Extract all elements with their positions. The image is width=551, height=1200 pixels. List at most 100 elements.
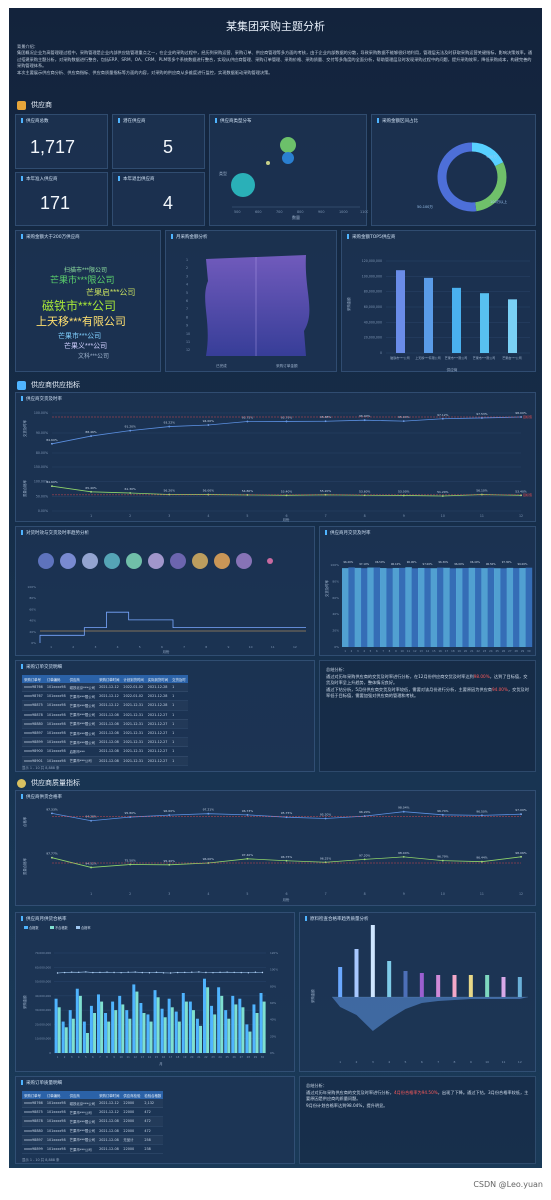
- pass-xtick: 5: [246, 892, 248, 896]
- ontime-xtick: 2: [129, 514, 131, 518]
- table-row[interactable]: xxxx98897 101xxxx98 芒果市***限公司 2021-12-08 202…: [22, 728, 188, 739]
- mot-bar: [361, 568, 368, 647]
- mot-xtick: 17: [445, 649, 449, 653]
- mpass-legend-swatch: [76, 926, 80, 929]
- ontime-label2: 55.20%: [320, 489, 332, 493]
- defect-xtick: 7: [183, 645, 185, 649]
- dana-bar: [468, 975, 473, 997]
- pass-label: 96.20%: [359, 810, 371, 814]
- donut-slice-0: [471, 142, 504, 167]
- funnel-ytick: 10: [186, 332, 190, 336]
- mot-label: 97.10%: [359, 562, 369, 566]
- table-header[interactable]: 检验合格数: [142, 1091, 164, 1099]
- mot-bar: [449, 568, 457, 647]
- table-cell: 258: [142, 1135, 164, 1145]
- table-header[interactable]: 采购订单号: [22, 675, 45, 683]
- table-header[interactable]: 采购订单时间: [97, 1091, 122, 1099]
- mpass-ytick-left: 10,000,000: [35, 1037, 51, 1041]
- pass-label2: 96.25%: [320, 856, 332, 860]
- mot-ytick: 20%: [332, 629, 339, 633]
- table-cell: 101xxxx98: [44, 700, 68, 711]
- background-text: 背景介绍： 集团概况企业为高管理理过程中，采购管理是企业内部供应链管理重点之一，…: [17, 44, 533, 75]
- table-row[interactable]: xxxx98897 101xxxx98 芒果市***限公司 2021-12-08 无品计…: [22, 1135, 164, 1145]
- ontime-xtick: 11: [480, 514, 484, 518]
- mot-bar: [392, 567, 400, 647]
- mpass-ytick-right: 20%: [270, 1034, 277, 1038]
- table-row[interactable]: xxxx98880 101xxxx98 芒果市***限公司 2021-12-08 202…: [22, 719, 188, 729]
- top5-bar: [452, 287, 461, 353]
- mpass-bar2: [170, 1007, 174, 1053]
- table-cell: 1: [170, 700, 188, 711]
- table-row[interactable]: xxxx98766 101xxxx98 磁铁北京***公司 2021-12-12 220…: [22, 1099, 164, 1109]
- table-row[interactable]: xxxx98875 101xxxx98 芒果市***公司 2021-12-12 2200…: [22, 1107, 164, 1118]
- mpass-bar: [97, 994, 100, 1053]
- table-cell: xxxx98880: [22, 719, 45, 729]
- mot-bar: [399, 567, 406, 647]
- table-row[interactable]: xxxx98767 101xxxx98 芒果市***限公司 2021-12-12 202…: [22, 691, 188, 702]
- table-header[interactable]: 计划到货时间: [121, 675, 146, 683]
- mpass-bar: [54, 998, 58, 1053]
- table-header[interactable]: 供应商: [67, 675, 98, 683]
- defect-bubble: [148, 553, 164, 569]
- mpass-xtick: 13: [141, 1055, 145, 1059]
- table-header[interactable]: 实际到货时间: [145, 675, 171, 683]
- analysis2-text: 总结分析： 通过对历年采购供应商的交货及时率进行分析，4月份合格率为94.50%…: [306, 1083, 529, 1108]
- dana-xtick: 11: [502, 1060, 506, 1064]
- ontime-label2: 54.80%: [242, 489, 254, 493]
- defect-xtick: 11: [271, 645, 275, 649]
- word-2: 芒果市***限公司: [50, 275, 115, 285]
- table-cell: 2021-12-08: [97, 728, 122, 739]
- mpass-bar: [245, 1024, 249, 1053]
- table-row[interactable]: xxxx98901 101xxxx98 芒果市***公司 2021-12-08 2021…: [22, 756, 188, 766]
- table-row[interactable]: xxxx98875 101xxxx98 芒果市***限公司 2021-12-12 202…: [22, 700, 188, 711]
- table-cell: 22000: [121, 1099, 143, 1109]
- table-header[interactable]: 采购订单号: [22, 1091, 45, 1099]
- ontime-ytick2: 150.00%: [34, 465, 48, 469]
- table-cell: 101xxxx98: [44, 683, 68, 693]
- table-header[interactable]: 采购订单时间: [97, 675, 122, 683]
- table-header[interactable]: 供应商: [67, 1091, 98, 1099]
- mpass-bar: [75, 988, 79, 1053]
- dana-bar: [452, 975, 457, 997]
- table-header[interactable]: 供应商检验: [121, 1091, 143, 1099]
- table-cell: 1: [170, 719, 188, 729]
- table-row[interactable]: xxxx98899 101xxxx98 芒果市***公司 2021-12-08 2200…: [22, 1144, 164, 1155]
- mot-bar: [348, 567, 355, 647]
- table-cell: 2021-12-08: [97, 746, 122, 757]
- table-cell: xxxx98899: [22, 737, 45, 748]
- ontime-bottom-ylabel: 质量合格率: [22, 479, 27, 497]
- top5-ytick: 120,000,000: [362, 259, 382, 263]
- defect-ytick: 20%: [29, 630, 36, 634]
- table-cell: 1: [170, 728, 188, 739]
- ontime-label2: 53.40%: [515, 489, 527, 493]
- table-row[interactable]: xxxx98899 101xxxx98 芒果市***限公司 2021-12-08 202…: [22, 737, 188, 748]
- pass-chart: 97.33%94.28%95.80% 96.60% 97.21% 96.73%95.7…: [22, 806, 527, 902]
- pass-label: 97.33%: [46, 807, 58, 811]
- table-row[interactable]: xxxx98878 101xxxx98 芒果市***限公司 2021-12-08 220…: [22, 1116, 164, 1127]
- mpass-ytick-left: 60,000,000: [35, 965, 51, 969]
- mpass-bar: [217, 987, 221, 1053]
- mot-xtick: 16: [439, 649, 443, 653]
- pass-label2: 97.77%: [46, 852, 58, 856]
- top5-bar: [396, 270, 405, 353]
- mot-xtick: 2: [351, 649, 353, 653]
- bubble-4: [266, 161, 270, 165]
- mot-bar: [411, 568, 419, 647]
- top5-cat: 磁铁市***公司: [390, 355, 410, 360]
- table-row[interactable]: xxxx98766 101xxxx98 磁铁北京***公司 2021-12-12 202…: [22, 683, 188, 693]
- table-header[interactable]: 订单编码: [44, 675, 68, 683]
- analysis1-panel: 总结分析： 通过对历年采购供应商的交货及时率进行分析，在12月份供应商交货及时率…: [319, 660, 536, 772]
- table-row[interactable]: xxxx98878 101xxxx98 芒果市***限公司 2021-12-08 202…: [22, 710, 188, 720]
- mpass-bar: [132, 984, 136, 1053]
- table-header[interactable]: 交货及时: [170, 675, 188, 683]
- pass-bottom-ylabel: 质量合格率: [22, 857, 27, 875]
- table-cell: 1: [170, 691, 188, 702]
- mpass-xtick: 25: [225, 1055, 229, 1059]
- table-header[interactable]: 订单编码: [44, 1091, 68, 1099]
- metrics-icon: [17, 380, 26, 390]
- pass-xtick: 1: [90, 892, 92, 896]
- mpass-bar: [153, 990, 157, 1053]
- mpass-legend-label: 不合格数: [55, 925, 69, 930]
- table-row[interactable]: xxxx98880 101xxxx98 芒果市***限公司 2021-12-08 220…: [22, 1126, 164, 1136]
- table-row[interactable]: xxxx98900 101xxxx98 启刚市*** 2021-12-08 2021-1…: [22, 746, 188, 757]
